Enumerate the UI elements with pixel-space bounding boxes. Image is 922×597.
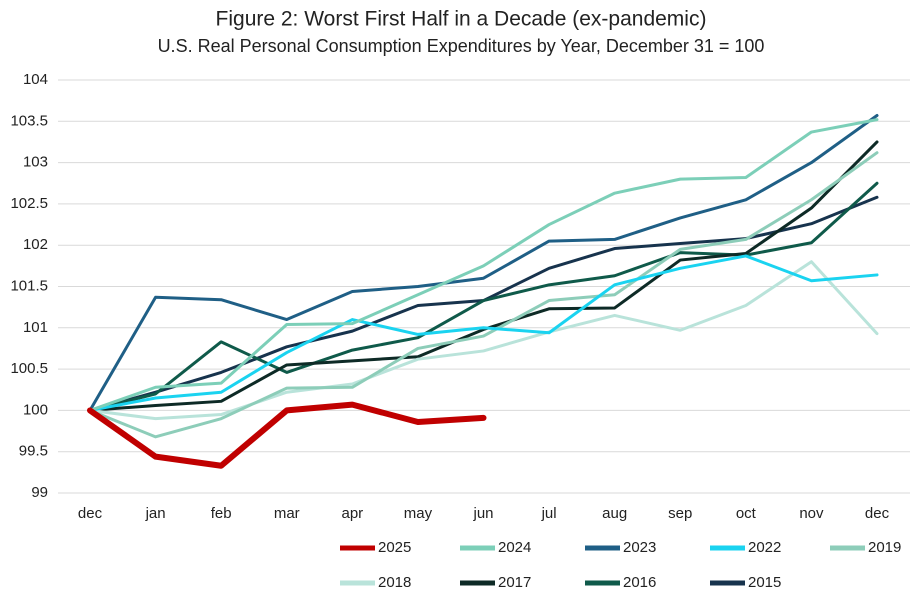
legend-label: 2015 <box>748 574 781 591</box>
y-tick-label: 101.5 <box>10 277 48 294</box>
series-line <box>88 260 879 421</box>
series-line <box>88 151 879 439</box>
x-tick-label: dec <box>865 505 890 522</box>
x-tick-label: dec <box>78 505 103 522</box>
x-tick-label: jan <box>145 505 166 522</box>
series-line <box>88 195 879 412</box>
x-tick-label: mar <box>274 505 300 522</box>
legend-label: 2017 <box>498 574 531 591</box>
y-tick-label: 99 <box>31 484 48 501</box>
legend-label: 2018 <box>378 574 411 591</box>
x-tick-label: jun <box>472 505 493 522</box>
y-tick-label: 102 <box>23 236 48 253</box>
legend-label: 2016 <box>623 574 656 591</box>
legend-label: 2024 <box>498 539 531 556</box>
y-tick-label: 103 <box>23 154 48 171</box>
x-tick-label: oct <box>736 505 757 522</box>
y-tick-label: 102.5 <box>10 195 48 212</box>
series-line <box>88 254 879 412</box>
legend-label: 2023 <box>623 539 656 556</box>
x-tick-label: feb <box>211 505 232 522</box>
y-tick-label: 101 <box>23 319 48 336</box>
legend-label: 2019 <box>868 539 901 556</box>
legend-label: 2025 <box>378 539 411 556</box>
x-tick-label: nov <box>799 505 824 522</box>
x-tick-label: aug <box>602 505 627 522</box>
x-tick-label: may <box>404 505 433 522</box>
y-tick-label: 100 <box>23 401 48 418</box>
y-tick-label: 99.5 <box>19 443 48 460</box>
chart-title: Figure 2: Worst First Half in a Decade (… <box>216 8 707 31</box>
series-line <box>87 401 487 469</box>
y-tick-label: 103.5 <box>10 112 48 129</box>
x-tick-label: jul <box>541 505 557 522</box>
series-line <box>88 140 879 412</box>
series-line <box>88 114 879 412</box>
legend-label: 2022 <box>748 539 781 556</box>
y-tick-label: 104 <box>23 71 48 88</box>
y-tick-label: 100.5 <box>10 360 48 377</box>
x-tick-label: sep <box>668 505 692 522</box>
series-line <box>88 118 879 412</box>
chart-subtitle: U.S. Real Personal Consumption Expenditu… <box>158 36 765 56</box>
x-tick-label: apr <box>341 505 363 522</box>
